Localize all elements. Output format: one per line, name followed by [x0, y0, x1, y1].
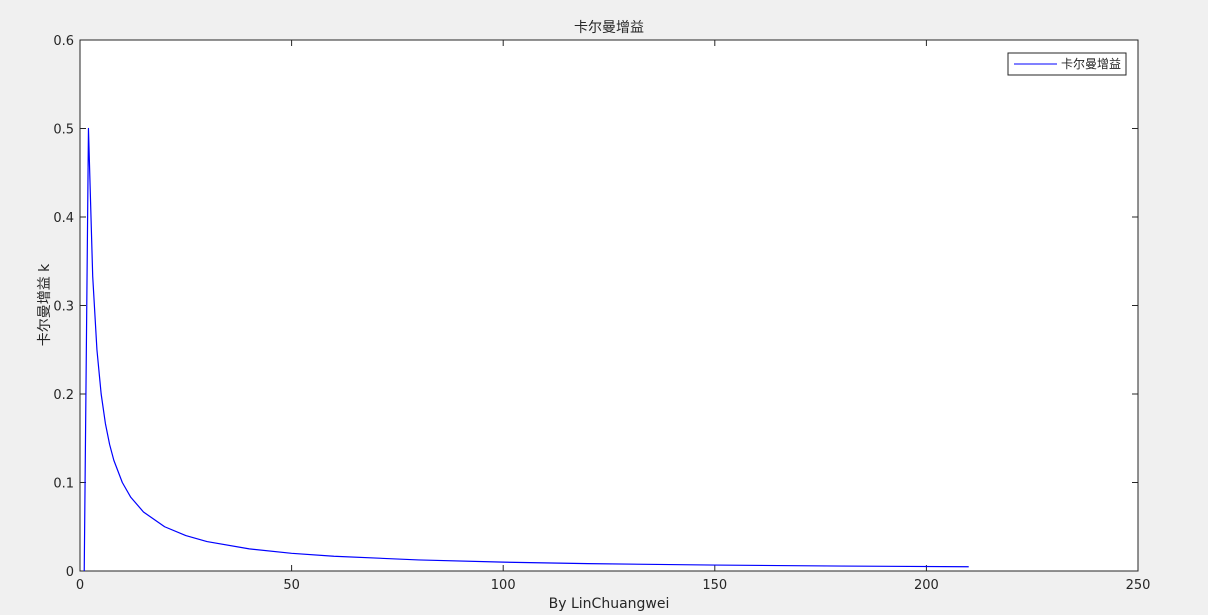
x-tick-label: 150	[702, 578, 727, 593]
x-axis-label: By LinChuangwei	[549, 596, 670, 612]
plot-area	[79, 39, 1139, 572]
y-tick-label: 0	[66, 565, 74, 580]
series-line-0	[83, 127, 969, 572]
y-tick-label: 0.4	[53, 211, 74, 226]
chart-title: 卡尔曼增益	[574, 20, 644, 36]
y-tick-label: 0.5	[53, 123, 74, 138]
ticks-layer: 0 50 100 150 200 250 0 0.1 0.2 0.3 0.4 0.5 0.6	[53, 34, 1150, 593]
x-tick-label: 0	[76, 578, 84, 593]
y-axis-label: 卡尔曼增益 k	[37, 263, 53, 346]
x-tick-label: 50	[283, 578, 300, 593]
y-tick-label: 0.3	[53, 300, 74, 315]
x-tick-label: 100	[491, 578, 516, 593]
x-tick-label: 200	[914, 578, 939, 593]
x-tick-label: 250	[1126, 578, 1151, 593]
legend-box	[1007, 52, 1127, 76]
y-tick-label: 0.6	[53, 34, 74, 49]
y-tick-label: 0.1	[53, 477, 74, 492]
y-tick-label: 0.2	[53, 388, 74, 403]
series-layer	[83, 127, 969, 572]
legend-label: 卡尔曼增益	[1061, 56, 1121, 71]
legend: 卡尔曼增益	[1007, 52, 1127, 76]
